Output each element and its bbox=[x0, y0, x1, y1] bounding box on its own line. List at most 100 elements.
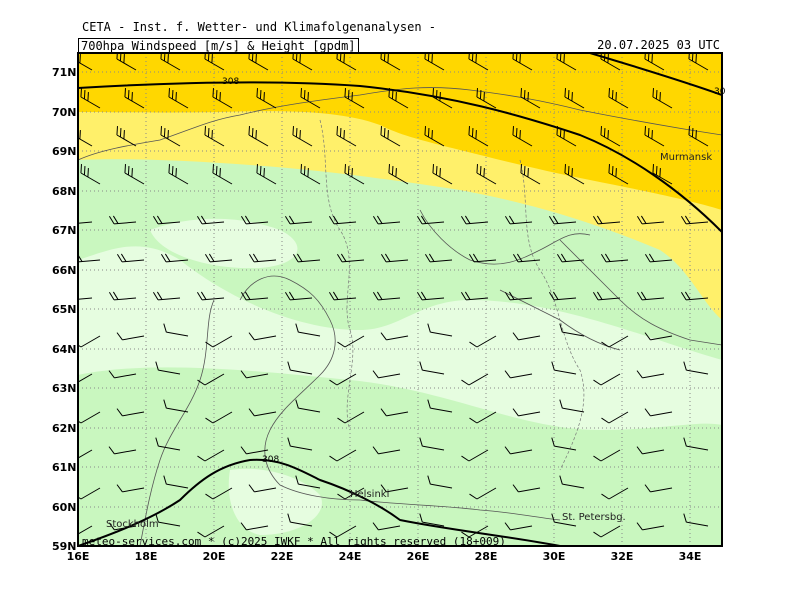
wind-barb bbox=[380, 408, 409, 417]
wind-barb bbox=[469, 335, 497, 348]
wind-barb bbox=[295, 323, 321, 337]
wind-barb bbox=[427, 399, 453, 413]
lat-label-60: 60N bbox=[52, 501, 77, 514]
wind-barb bbox=[108, 370, 137, 379]
wind-barb bbox=[240, 522, 269, 531]
wind-barb bbox=[78, 335, 101, 348]
wind-barb bbox=[512, 253, 541, 263]
wind-barb bbox=[461, 449, 489, 462]
wind-barb bbox=[504, 215, 533, 225]
wind-barb bbox=[592, 215, 621, 225]
wind-barb bbox=[248, 53, 269, 71]
wind-barb bbox=[556, 53, 577, 71]
wind-barb bbox=[205, 335, 233, 348]
wind-barb bbox=[328, 291, 357, 301]
wind-barb bbox=[608, 88, 629, 109]
wind-barb bbox=[163, 475, 189, 489]
wind-barb bbox=[512, 332, 541, 341]
wind-barb bbox=[116, 408, 145, 417]
wind-barb bbox=[116, 253, 145, 263]
wind-barb bbox=[556, 126, 577, 147]
place-stockholm: Stockholm bbox=[106, 519, 159, 530]
wind-barb bbox=[336, 253, 365, 263]
wind-barb bbox=[461, 525, 489, 538]
place-murmansk: Murmansk bbox=[660, 152, 712, 163]
band-gold bbox=[78, 53, 722, 210]
wind-barb bbox=[295, 475, 321, 489]
wind-barb bbox=[636, 291, 665, 301]
wind-barb bbox=[564, 88, 585, 109]
wind-barb bbox=[78, 130, 93, 147]
wind-barb bbox=[476, 164, 497, 185]
wind-barb bbox=[644, 253, 673, 263]
wind-barb bbox=[108, 291, 137, 301]
wind-barb bbox=[372, 370, 401, 379]
contour-label-north: 308 bbox=[222, 77, 239, 87]
wind-barb bbox=[680, 215, 709, 225]
wind-barb bbox=[196, 215, 225, 225]
wind-barb bbox=[469, 487, 497, 500]
wind-barb bbox=[551, 361, 577, 375]
wind-barb bbox=[108, 446, 137, 455]
wind-barb bbox=[284, 291, 313, 301]
wind-barb bbox=[205, 411, 233, 424]
wind-barb bbox=[248, 253, 277, 263]
wind-barb bbox=[469, 411, 497, 424]
wind-barb bbox=[329, 449, 357, 462]
wind-barb bbox=[372, 215, 401, 225]
map-title: CETA - Inst. f. Wetter- und Klimafolgena… bbox=[82, 20, 437, 34]
place-helsinki: Helsinki bbox=[350, 489, 389, 500]
wind-barb bbox=[372, 522, 401, 531]
wind-barb bbox=[644, 408, 673, 417]
band-light-pocket-south bbox=[228, 468, 322, 535]
wind-barb bbox=[427, 475, 453, 489]
wind-barb bbox=[337, 487, 365, 500]
wind-barb bbox=[419, 437, 445, 451]
wind-barb bbox=[124, 164, 145, 185]
lon-label-22: 22E bbox=[270, 550, 294, 563]
wind-barb bbox=[155, 513, 181, 527]
wind-barb bbox=[292, 126, 313, 147]
wind-barb bbox=[287, 361, 313, 375]
wind-barb bbox=[284, 215, 313, 225]
wind-barb bbox=[512, 53, 533, 71]
wind-barb bbox=[116, 484, 145, 493]
wind-barb bbox=[155, 437, 181, 451]
lon-label-20: 20E bbox=[202, 550, 226, 563]
wind-barb bbox=[504, 370, 533, 379]
wind-barb bbox=[593, 449, 621, 462]
wind-barb bbox=[504, 522, 533, 531]
wind-barb bbox=[292, 253, 321, 263]
lat-label-71: 71N bbox=[52, 66, 77, 79]
wind-barb bbox=[160, 253, 189, 263]
wind-barb bbox=[337, 411, 365, 424]
lat-label-67: 67N bbox=[52, 224, 77, 237]
lon-label-28: 28E bbox=[474, 550, 498, 563]
wind-barb bbox=[388, 164, 409, 185]
valid-time: 20.07.2025 03 UTC bbox=[597, 38, 720, 52]
wind-barb bbox=[197, 449, 225, 462]
wind-barb bbox=[593, 525, 621, 538]
wind-barb bbox=[248, 126, 269, 147]
wind-barb bbox=[196, 291, 225, 301]
wind-barb bbox=[300, 164, 321, 185]
wind-barb bbox=[328, 215, 357, 225]
wind-barb bbox=[419, 361, 445, 375]
wind-barb bbox=[116, 332, 145, 341]
wind-barb bbox=[160, 126, 181, 147]
wind-barb bbox=[636, 522, 665, 531]
wind-barb bbox=[168, 88, 189, 109]
wind-barb bbox=[212, 164, 233, 185]
wind-barb bbox=[300, 88, 321, 109]
wind-barb bbox=[204, 253, 233, 263]
lat-label-68: 68N bbox=[52, 185, 77, 198]
place-st-petersburg: St. Petersbg. bbox=[562, 512, 626, 523]
wind-barb bbox=[372, 291, 401, 301]
wind-barbs bbox=[78, 53, 709, 538]
wind-barb bbox=[680, 291, 709, 301]
wind-barb bbox=[636, 215, 665, 225]
lat-label-70: 70N bbox=[52, 106, 77, 119]
wind-barb bbox=[600, 126, 621, 147]
wind-barb bbox=[344, 88, 365, 109]
